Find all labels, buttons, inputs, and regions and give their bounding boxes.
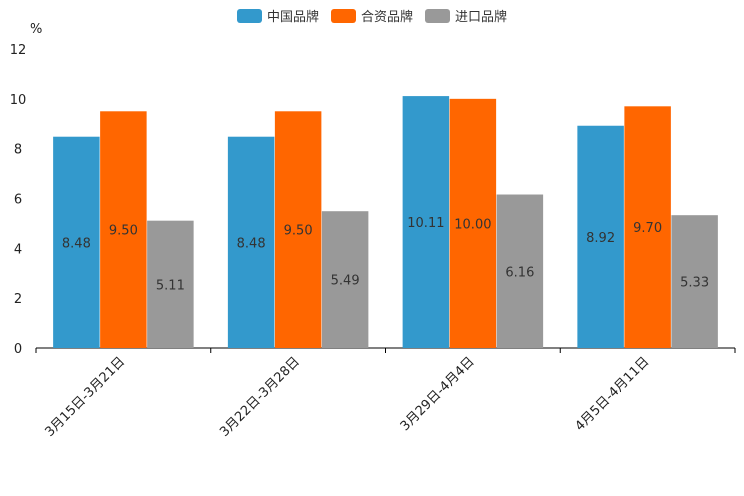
y-tick-label: 2	[14, 292, 22, 307]
bar-value-label: 8.48	[237, 236, 266, 251]
legend-label-china: 中国品牌	[266, 10, 319, 25]
bar-value-label: 9.70	[633, 221, 662, 236]
bar-value-label: 9.50	[284, 224, 313, 239]
x-tick-label: 4月5日-4月11日	[573, 354, 653, 434]
bar-value-label: 10.11	[407, 216, 444, 231]
bar-value-label: 10.00	[454, 217, 491, 232]
bar	[577, 125, 624, 348]
y-tick-label: 4	[14, 242, 22, 257]
legend-swatch-import	[425, 8, 450, 23]
legend-swatch-joint	[330, 8, 356, 23]
bar	[449, 98, 497, 348]
bar-value-label: 5.11	[156, 278, 185, 293]
bar-value-label: 6.16	[505, 265, 534, 280]
x-tick-label: 3月15日-3月21日	[42, 354, 128, 440]
y-axis-unit: %	[30, 22, 42, 37]
y-tick-label: 6	[14, 193, 22, 208]
bar	[496, 194, 544, 348]
bar	[227, 136, 275, 348]
y-tick-label: 8	[14, 143, 22, 158]
y-tick-label: 10	[10, 93, 27, 108]
y-tick-label: 12	[10, 43, 27, 58]
bar-value-label: 8.92	[586, 231, 615, 246]
y-tick-label: 0	[14, 342, 22, 357]
x-tick-label: 3月29日-4月4日	[398, 354, 478, 434]
bar-value-label: 8.48	[62, 236, 91, 251]
bar-value-label: 5.49	[331, 274, 360, 289]
legend: 中国品牌 合资品牌 进口品牌	[0, 6, 744, 25]
legend-item-joint[interactable]: 合资品牌	[330, 6, 413, 25]
bar	[53, 136, 100, 348]
bar-value-label: 5.33	[680, 276, 709, 291]
legend-item-china[interactable]: 中国品牌	[236, 6, 319, 25]
x-tick-label: 3月22日-3月28日	[217, 354, 303, 440]
bar-value-label: 9.50	[109, 224, 138, 239]
legend-item-import[interactable]: 进口品牌	[425, 6, 507, 25]
bar	[321, 211, 369, 348]
bar	[402, 96, 450, 348]
legend-swatch-china	[236, 8, 262, 23]
legend-label-joint: 合资品牌	[360, 10, 413, 25]
bar	[671, 215, 718, 348]
legend-label-import: 进口品牌	[455, 10, 508, 25]
bar	[147, 220, 194, 348]
bar	[100, 111, 147, 349]
bar	[624, 106, 671, 348]
bar	[274, 111, 322, 349]
